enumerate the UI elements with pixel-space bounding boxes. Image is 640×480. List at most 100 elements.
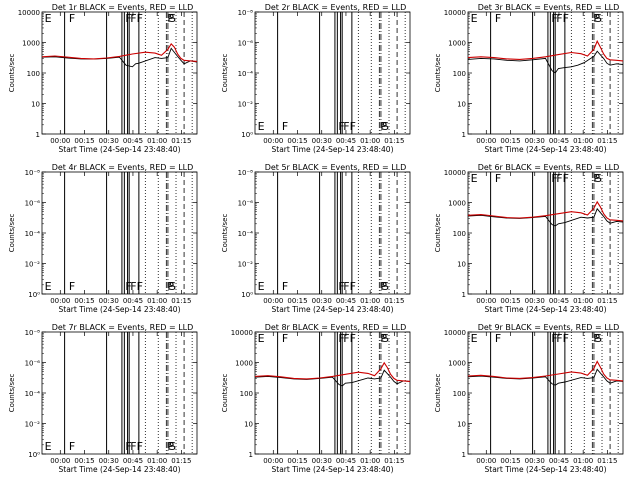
x-tick-label: 00:00: [476, 137, 496, 145]
x-tick-label: 01:15: [171, 457, 191, 465]
plot-frame: [254, 171, 411, 295]
y-axis-label: Counts/sec: [8, 214, 16, 253]
plot-frame: [467, 331, 624, 455]
y-tick-label: 10⁰: [28, 451, 40, 459]
flag-marker: F: [343, 280, 349, 293]
flag-marker: F: [338, 120, 344, 133]
events-series-line: [467, 207, 624, 227]
flag-marker: F: [551, 172, 557, 185]
x-tick-label: 01:00: [360, 137, 380, 145]
x-tick-label: 00:00: [263, 457, 283, 465]
y-tick-label: 1: [462, 451, 466, 459]
x-tick-label: 01:15: [597, 137, 617, 145]
x-tick-label: 01:15: [597, 457, 617, 465]
y-axis-label: Counts/sec: [221, 214, 229, 253]
x-tick-label: 00:30: [525, 297, 545, 305]
y-axis-label: Counts/sec: [8, 54, 16, 93]
y-tick-label: 10⁻⁸: [238, 9, 254, 17]
lld-series-line: [41, 43, 198, 62]
x-tick-label: 00:30: [99, 297, 119, 305]
x-axis-label: Start Time (24-Sep-14 23:48:40): [485, 145, 607, 154]
plot-frame: [467, 171, 624, 295]
y-tick-label: 10: [457, 421, 466, 429]
panel-title: Det 9r BLACK = Events, RED = LLD: [478, 323, 620, 332]
y-tick-label: 10⁻⁴: [25, 230, 41, 238]
flag-marker: F: [125, 280, 131, 293]
y-tick-label: 10⁰: [28, 291, 40, 299]
plot-frame: [254, 11, 411, 135]
y-tick-label: 1000: [448, 360, 466, 368]
x-tick-label: 00:30: [312, 137, 332, 145]
y-tick-label: 10⁻²: [238, 101, 254, 109]
y-tick-label: 10000: [18, 9, 40, 17]
y-tick-label: 10⁻⁶: [25, 360, 41, 368]
events-series-line: [467, 50, 624, 74]
y-tick-label: 10⁻⁴: [238, 70, 254, 78]
detector-panel-1: Det 1r BLACK = Events, RED = LLD 1 10 100 10…: [8, 3, 198, 154]
x-tick-label: 01:15: [171, 297, 191, 305]
flag-marker: F: [130, 280, 136, 293]
y-tick-label: 10⁰: [241, 291, 253, 299]
x-tick-label: 01:15: [597, 297, 617, 305]
x-tick-label: 01:15: [171, 137, 191, 145]
lld-series-line: [467, 200, 624, 222]
flag-marker: F: [350, 280, 356, 293]
flag-marker: E: [258, 280, 265, 293]
x-tick-label: 00:45: [549, 457, 569, 465]
detector-panel-9: Det 9r BLACK = Events, RED = LLD 1 10 100 10…: [434, 323, 624, 474]
x-axis-label: Start Time (24-Sep-14 23:48:40): [59, 305, 181, 314]
y-tick-label: 100: [453, 230, 466, 238]
x-tick-label: 01:00: [147, 137, 167, 145]
y-tick-label: 1000: [22, 40, 40, 48]
flag-marker: E: [45, 280, 52, 293]
flag-marker: E: [471, 172, 478, 185]
x-tick-label: 00:30: [312, 457, 332, 465]
x-tick-label: 00:15: [500, 457, 520, 465]
x-tick-label: 00:15: [74, 297, 94, 305]
y-tick-label: 1: [36, 131, 40, 139]
x-tick-label: 01:15: [384, 137, 404, 145]
y-tick-label: 10⁻⁸: [238, 169, 254, 177]
y-axis-label: Counts/sec: [8, 374, 16, 413]
x-axis-label: Start Time (24-Sep-14 23:48:40): [485, 465, 607, 474]
flag-marker: P: [167, 12, 174, 25]
flag-marker: F: [556, 12, 562, 25]
flag-marker: S: [595, 172, 602, 185]
y-tick-label: 100: [240, 390, 253, 398]
flag-marker: P: [380, 280, 387, 293]
flag-marker: P: [167, 440, 174, 453]
y-tick-label: 10⁻⁶: [25, 200, 41, 208]
y-tick-label: 10⁻⁴: [238, 230, 254, 238]
x-tick-label: 00:45: [123, 297, 143, 305]
x-tick-label: 00:15: [500, 137, 520, 145]
y-axis-label: Counts/sec: [221, 54, 229, 93]
flag-marker: E: [258, 120, 265, 133]
flag-marker: S: [169, 12, 176, 25]
x-tick-label: 00:15: [74, 457, 94, 465]
panel-title: Det 5r BLACK = Events, RED = LLD: [265, 163, 407, 172]
x-tick-label: 00:45: [123, 137, 143, 145]
flag-marker: E: [471, 12, 478, 25]
x-tick-label: 00:15: [287, 457, 307, 465]
flag-marker: P: [593, 332, 600, 345]
flag-marker: P: [593, 12, 600, 25]
flag-marker: F: [551, 332, 557, 345]
x-tick-label: 01:15: [384, 457, 404, 465]
flag-marker: F: [563, 172, 569, 185]
x-tick-label: 00:45: [549, 137, 569, 145]
panel-title: Det 7r BLACK = Events, RED = LLD: [52, 323, 194, 332]
flag-marker: F: [563, 12, 569, 25]
x-tick-label: 00:30: [312, 297, 332, 305]
detector-panel-8: Det 8r BLACK = Events, RED = LLD 1 10 100 10…: [221, 323, 411, 474]
flag-marker: F: [338, 280, 344, 293]
x-tick-label: 00:30: [525, 457, 545, 465]
y-tick-label: 10000: [231, 329, 253, 337]
y-tick-label: 1: [462, 291, 466, 299]
x-tick-label: 00:00: [50, 457, 70, 465]
x-tick-label: 01:00: [573, 457, 593, 465]
plot-frame: [41, 331, 198, 455]
flag-marker: F: [343, 332, 349, 345]
y-tick-label: 10000: [444, 169, 466, 177]
x-axis-label: Start Time (24-Sep-14 23:48:40): [59, 145, 181, 154]
